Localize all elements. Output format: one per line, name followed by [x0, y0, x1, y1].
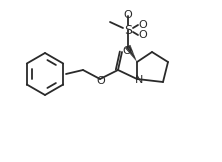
- Text: O: O: [123, 46, 131, 56]
- Text: O: O: [124, 10, 132, 20]
- Text: O: O: [139, 30, 147, 40]
- Text: O: O: [97, 76, 105, 86]
- Text: S: S: [124, 23, 132, 36]
- Text: N: N: [135, 75, 143, 85]
- Text: O: O: [139, 20, 147, 30]
